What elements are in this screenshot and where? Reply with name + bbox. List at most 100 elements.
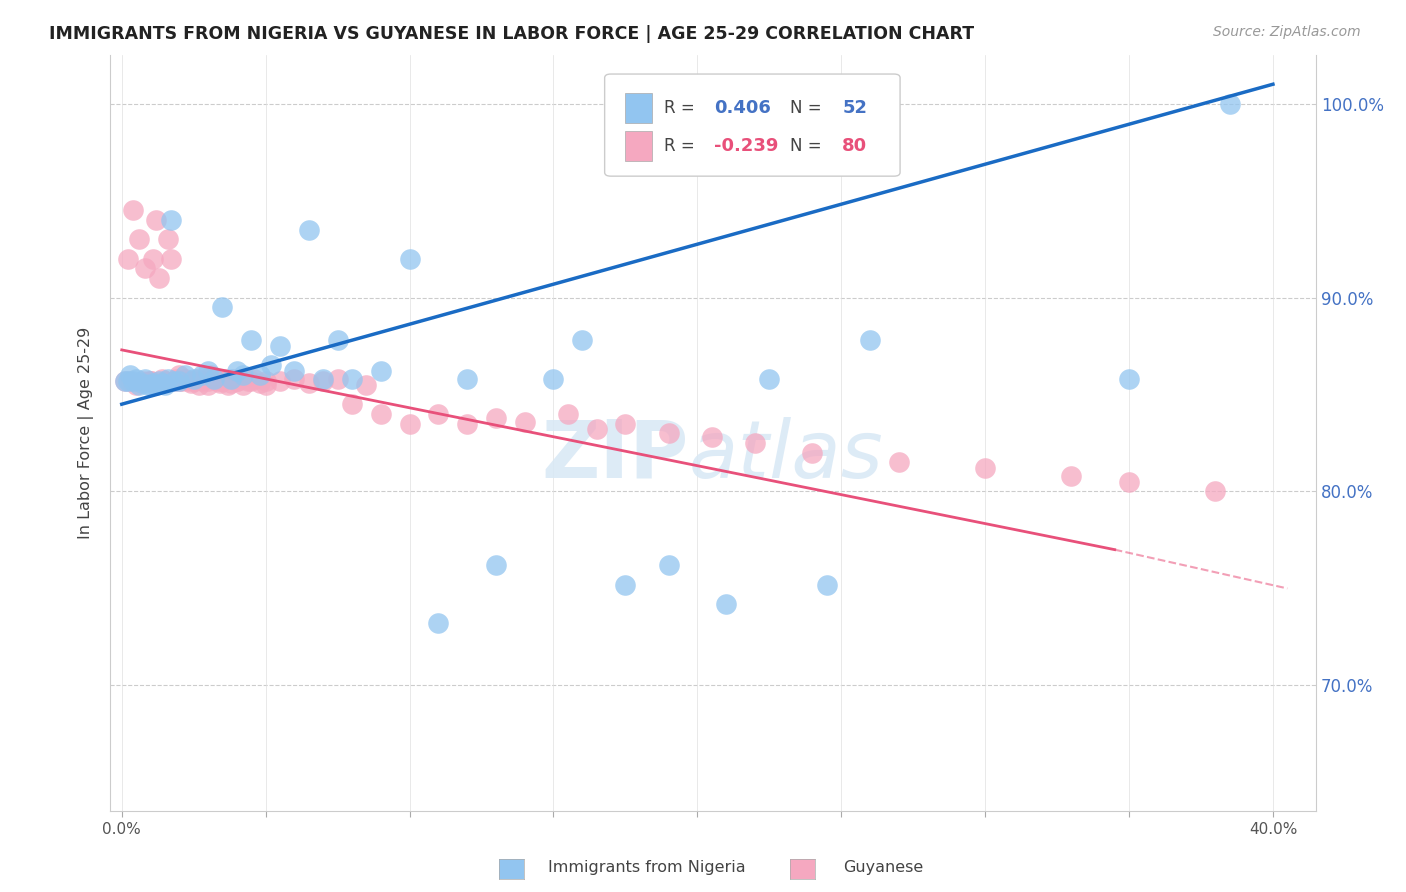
Point [269, 339, 291, 353]
Point [131, 374, 153, 388]
Point [269, 374, 291, 388]
Point [214, 372, 236, 386]
Point [183, 374, 205, 388]
Point [159, 252, 181, 266]
Text: -0.239: -0.239 [714, 136, 779, 155]
Point [117, 374, 139, 388]
Point [326, 372, 349, 386]
Point [744, 436, 766, 450]
Point [139, 377, 162, 392]
Point [326, 333, 349, 347]
FancyBboxPatch shape [626, 93, 651, 123]
Point [1204, 484, 1226, 499]
Point [283, 372, 305, 386]
Point [249, 376, 271, 390]
Point [543, 372, 565, 386]
Point [815, 577, 838, 591]
Point [153, 377, 176, 392]
Point [456, 417, 478, 431]
Point [211, 374, 233, 388]
Text: N =: N = [790, 136, 827, 155]
Point [340, 397, 363, 411]
Point [145, 213, 167, 227]
Point [136, 374, 159, 388]
Point [188, 377, 211, 392]
Point [169, 374, 191, 388]
Point [197, 374, 219, 388]
Point [177, 374, 200, 388]
Point [370, 364, 392, 378]
Point [1060, 469, 1083, 483]
Point [225, 364, 247, 378]
Point [148, 271, 170, 285]
Text: Guyanese: Guyanese [844, 861, 924, 875]
Point [398, 252, 420, 266]
Point [758, 372, 780, 386]
FancyBboxPatch shape [626, 131, 651, 161]
Point [202, 372, 225, 386]
Point [172, 374, 194, 388]
Point [700, 430, 723, 444]
Point [150, 376, 173, 390]
Text: R =: R = [664, 136, 700, 155]
Point [136, 377, 159, 392]
Point [887, 455, 910, 469]
Y-axis label: In Labor Force | Age 25-29: In Labor Force | Age 25-29 [79, 327, 94, 540]
FancyBboxPatch shape [605, 74, 900, 176]
Point [139, 374, 162, 388]
Point [156, 372, 179, 386]
Point [232, 377, 254, 392]
Point [134, 261, 156, 276]
Point [122, 374, 145, 388]
Point [340, 372, 363, 386]
Point [205, 374, 228, 388]
Point [356, 377, 378, 392]
Point [174, 368, 197, 383]
Point [298, 222, 321, 236]
Point [238, 374, 260, 388]
Point [1118, 475, 1140, 489]
Point [191, 368, 214, 383]
Point [153, 374, 176, 388]
Point [183, 374, 205, 388]
Point [169, 368, 191, 383]
Text: Immigrants from Nigeria: Immigrants from Nigeria [548, 861, 747, 875]
Point [197, 377, 219, 392]
Point [283, 364, 305, 378]
Point [513, 415, 536, 429]
Text: 80: 80 [842, 136, 868, 155]
Point [714, 597, 737, 611]
Point [197, 364, 219, 378]
Point [125, 372, 148, 386]
Point [219, 376, 242, 390]
Point [557, 407, 579, 421]
Text: 52: 52 [842, 99, 868, 117]
Point [370, 407, 392, 421]
Point [145, 377, 167, 392]
Point [169, 374, 191, 388]
Point [427, 407, 450, 421]
Point [1219, 96, 1241, 111]
Point [859, 333, 882, 347]
Point [165, 372, 187, 386]
Point [120, 374, 142, 388]
Point [614, 577, 637, 591]
Point [153, 374, 176, 388]
Point [312, 374, 335, 388]
Point [240, 374, 263, 388]
Point [260, 359, 283, 373]
Point [298, 376, 321, 390]
Point [254, 374, 277, 388]
Point [117, 252, 139, 266]
Point [456, 372, 478, 386]
Point [658, 426, 681, 441]
Point [180, 376, 202, 390]
Point [217, 377, 239, 392]
Point [139, 374, 162, 388]
Point [114, 374, 136, 388]
Point [974, 461, 997, 475]
Text: Source: ZipAtlas.com: Source: ZipAtlas.com [1213, 25, 1361, 39]
Point [208, 376, 231, 390]
Point [485, 410, 508, 425]
Point [240, 333, 263, 347]
